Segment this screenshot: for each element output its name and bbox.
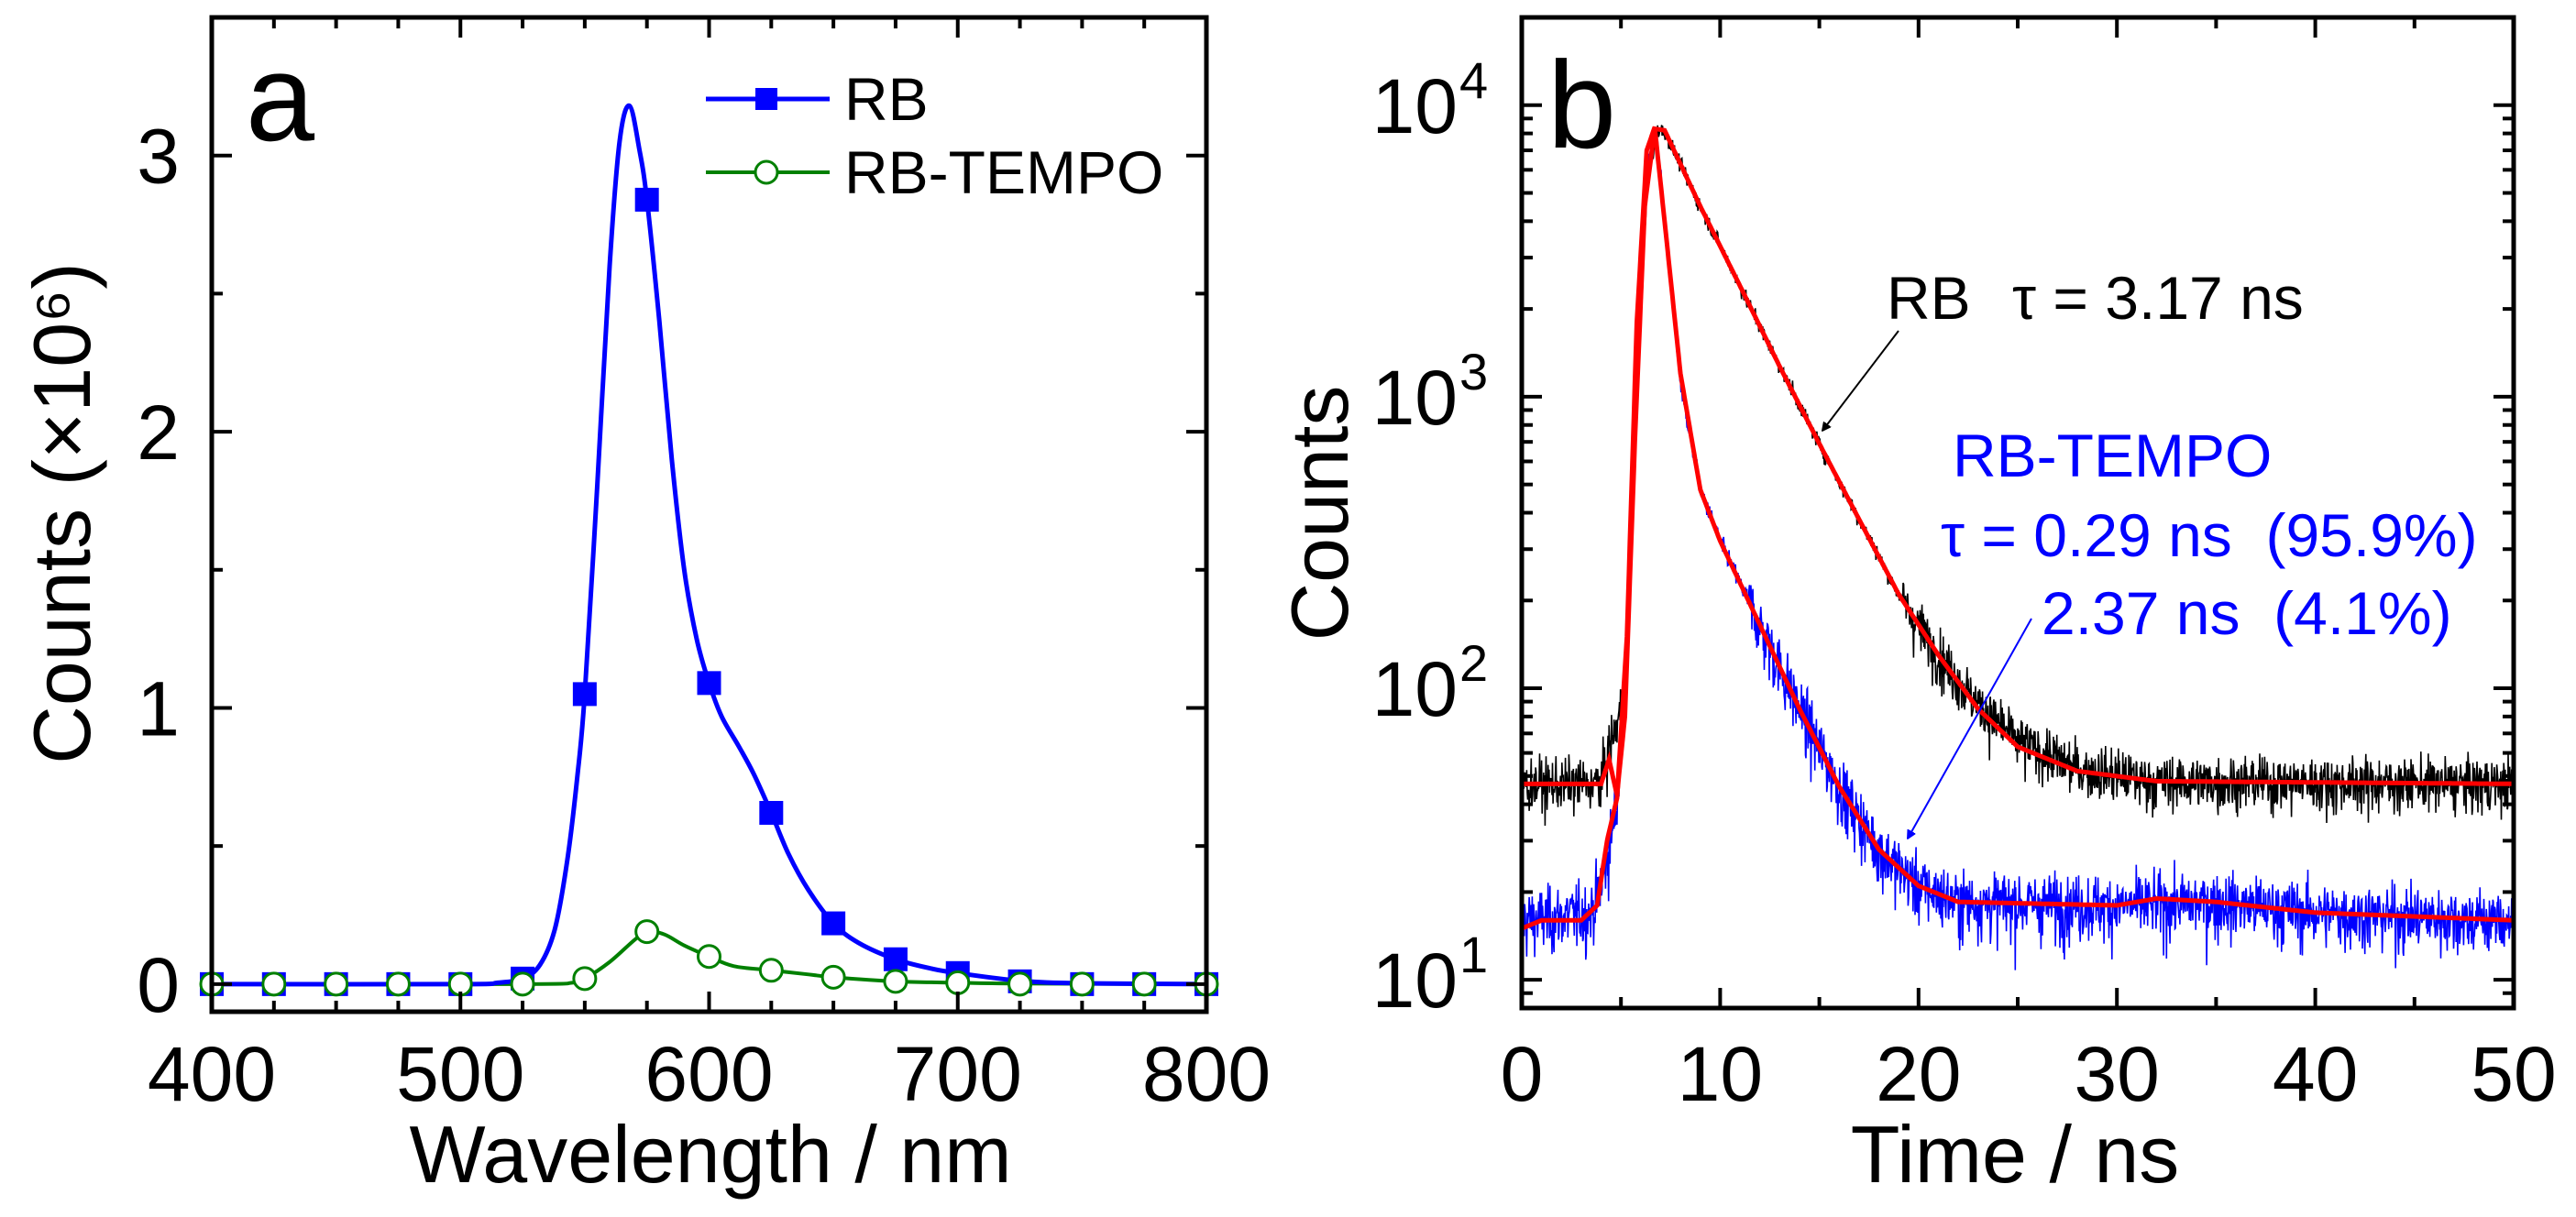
y-tick-label: 0 xyxy=(137,942,180,1028)
data-point-rb-tempo xyxy=(324,971,349,997)
y-tick-label-exponent: 2 xyxy=(1459,634,1488,692)
legend-rb-marker xyxy=(755,88,777,110)
data-point-rb-tempo xyxy=(820,964,846,990)
x-tick-label: 700 xyxy=(894,1031,1022,1117)
annotation-rb-label: RB xyxy=(1887,264,1971,332)
data-point-rb-tempo xyxy=(1069,971,1095,997)
rb-tempo-fit-curve xyxy=(1521,126,2514,931)
annotation-rb-arrow xyxy=(1822,330,1899,431)
data-point-rb-tempo xyxy=(758,958,784,983)
annotation-tempo-tau2: 2.37 ns (4.1%) xyxy=(2042,579,2452,647)
x-tick-label: 10 xyxy=(1678,1031,1763,1117)
annotation-tempo-arrow xyxy=(1908,618,2032,839)
data-point-rb-tempo xyxy=(697,944,721,970)
y-tick-label: 10 xyxy=(1372,937,1458,1024)
data-point-rb-tempo xyxy=(1131,971,1157,997)
data-point-rb-tempo xyxy=(261,971,287,997)
data-point-rb-tempo xyxy=(385,971,411,997)
data-point-rb-tempo xyxy=(634,919,660,945)
annotation-rb-tau: τ = 3.17 ns xyxy=(2012,264,2304,332)
data-point-rb xyxy=(759,801,784,825)
rb-fit-curve xyxy=(1522,126,2515,796)
x-tick-label: 400 xyxy=(148,1031,276,1117)
data-point-rb xyxy=(572,682,597,707)
panel-a-label: a xyxy=(246,28,315,167)
series-line-rb-tempo xyxy=(211,929,1207,986)
x-tick-label: 50 xyxy=(2471,1031,2556,1117)
data-point-rb-tempo xyxy=(883,969,908,994)
panel-b-label: b xyxy=(1547,36,1616,174)
x-tick-label: 800 xyxy=(1142,1031,1271,1117)
data-point-rb-tempo xyxy=(1007,971,1033,997)
panel-a-y-axis-title: Counts (×10⁶) xyxy=(17,262,107,763)
panel-b-plot-area xyxy=(1521,125,2515,970)
data-point-rb-tempo xyxy=(510,971,535,997)
panel-a-ticks: 400 500 600 700 800 0 1 2 3 xyxy=(137,16,1271,1117)
rb-tempo-decay-data xyxy=(1521,132,2515,970)
y-tick-label-exponent: 4 xyxy=(1459,51,1488,109)
series-line-rb xyxy=(211,103,1207,987)
x-tick-label: 40 xyxy=(2273,1031,2358,1117)
x-tick-label: 0 xyxy=(1501,1031,1544,1117)
annotation-tempo-label: RB-TEMPO xyxy=(1953,422,2272,489)
data-point-rb xyxy=(883,947,908,971)
y-tick-label-exponent: 1 xyxy=(1459,926,1488,983)
panel-b-x-axis-title: Time / ns xyxy=(1851,1109,2180,1200)
x-tick-label: 500 xyxy=(396,1031,524,1117)
x-tick-label: 600 xyxy=(644,1031,773,1117)
y-tick-label: 10 xyxy=(1372,63,1458,149)
panel-a-plot-area xyxy=(199,103,1219,997)
y-tick-label: 10 xyxy=(1372,646,1458,732)
x-tick-label: 20 xyxy=(1876,1031,1961,1117)
y-tick-label: 10 xyxy=(1372,355,1458,441)
legend-tempo-label: RB-TEMPO xyxy=(844,138,1163,206)
data-point-rb xyxy=(634,187,659,212)
panel-b-y-axis-title: Counts xyxy=(1274,386,1365,641)
x-tick-label: 30 xyxy=(2074,1031,2159,1117)
panel-a: 400 500 600 700 800 0 1 2 3 a Wavelength / nm Co… xyxy=(17,15,1271,1200)
y-tick-label: 1 xyxy=(137,665,180,751)
legend-rb-label: RB xyxy=(844,65,929,133)
y-tick-label: 2 xyxy=(137,389,180,476)
y-tick-label: 3 xyxy=(137,114,180,200)
panel-a-x-axis-title: Wavelength / nm xyxy=(409,1109,1011,1200)
data-point-rb xyxy=(821,911,846,936)
data-point-rb-tempo xyxy=(945,970,971,995)
annotation-tempo-tau1: τ = 0.29 ns (95.9%) xyxy=(1941,501,2478,569)
data-point-rb xyxy=(697,671,721,696)
legend: RB RB-TEMPO xyxy=(706,65,1163,206)
y-tick-label-exponent: 3 xyxy=(1459,343,1488,400)
legend-tempo-marker xyxy=(754,159,779,185)
data-point-rb-tempo xyxy=(572,966,598,992)
